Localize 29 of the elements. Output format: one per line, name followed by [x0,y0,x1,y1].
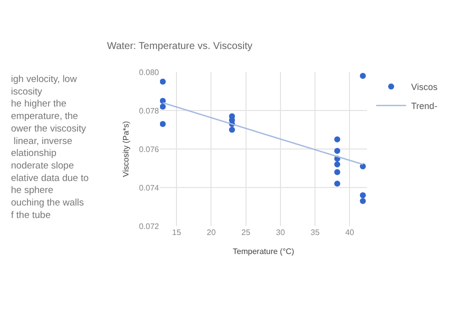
point [334,180,340,187]
y-axis-title: Viscosity (Pa*s) [122,120,131,177]
x-tick-label: 30 [276,228,286,237]
x-axis-title: Temperature (°C) [232,247,295,256]
y-tick-label: 0.074 [138,183,160,192]
x-tick-label: 20 [206,228,216,237]
legend-label: Viscos [411,82,438,92]
text: igh velocity, low iscosity he higher the emperature, the ower the viscosity linear, inverse elationship noderate slope elative data due to he sphere ouching the walls f the tube [11,74,89,221]
point [360,72,366,79]
point [360,198,366,204]
point [334,148,340,154]
y-tick-label: 0.076 [138,144,160,154]
y-tick-label: 0.080 [138,68,160,77]
point [334,136,340,142]
point [360,192,366,198]
chart-title: Water: Temperature vs. Viscosity [107,41,252,52]
point [334,161,340,168]
y-tick-label: 0.072 [138,222,160,231]
x-tick-label: 40 [345,228,355,237]
x-tick-label: 15 [172,228,182,237]
x-tick-label: 25 [241,228,251,237]
point [334,169,340,176]
point [160,104,166,110]
point [229,126,235,133]
point [160,78,166,85]
point [160,120,166,127]
y-tick-label: 0.078 [138,106,160,116]
x-tick-label: 35 [310,228,320,237]
legend-label: Trend- [411,101,438,112]
